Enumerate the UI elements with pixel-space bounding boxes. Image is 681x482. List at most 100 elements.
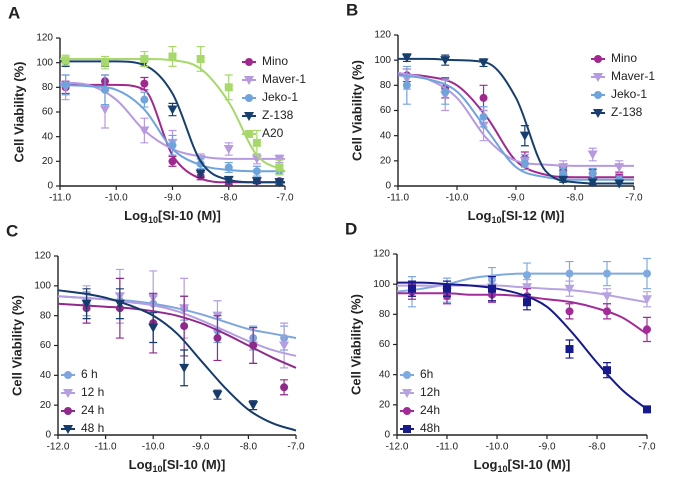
x-tick-label: -7.0 xyxy=(638,442,656,453)
marker xyxy=(402,81,411,90)
x-tick-label: -7.0 xyxy=(276,193,294,204)
marker xyxy=(101,58,109,67)
x-tick-label: -10.0 xyxy=(486,442,509,453)
y-tick-label: 120 xyxy=(34,251,51,262)
marker xyxy=(167,105,178,115)
legend-label: 12 h xyxy=(81,385,104,399)
y-tick-label: 0 xyxy=(47,181,53,192)
y-tick-label: 80 xyxy=(42,82,54,93)
marker xyxy=(223,145,234,154)
legend-marker xyxy=(594,55,602,63)
marker xyxy=(564,284,575,294)
marker xyxy=(280,383,289,392)
x-axis-label: Log10[SI-12 (M)] xyxy=(468,208,565,225)
panel-label: C xyxy=(6,221,18,240)
y-axis-label: Cell Viability (%) xyxy=(9,295,24,396)
marker xyxy=(275,163,284,172)
y-tick-label: 60 xyxy=(40,340,52,351)
legend-marker xyxy=(244,76,254,85)
legend-marker xyxy=(245,130,253,138)
marker xyxy=(440,56,451,66)
x-tick-label: -8.0 xyxy=(566,193,584,204)
marker xyxy=(587,178,598,188)
marker xyxy=(488,284,496,293)
y-tick-label: 100 xyxy=(373,279,390,290)
legend-label: 48 h xyxy=(81,421,104,435)
marker xyxy=(224,83,233,92)
marker xyxy=(643,325,651,334)
marker xyxy=(252,138,261,147)
legend-label: Maver-1 xyxy=(262,72,306,86)
marker xyxy=(61,80,70,89)
legend-marker xyxy=(593,109,603,118)
marker xyxy=(279,341,290,351)
legend-label: 24 h xyxy=(81,403,104,417)
marker xyxy=(643,405,651,414)
marker xyxy=(565,345,574,354)
legend-label: Jeko-1 xyxy=(611,87,647,101)
fit-curve xyxy=(57,295,297,340)
x-tick-label: -8.0 xyxy=(240,442,258,453)
marker xyxy=(249,341,258,350)
y-tick-label: 20 xyxy=(42,156,54,167)
y-tick-label: 40 xyxy=(42,131,54,142)
marker xyxy=(100,105,110,115)
marker xyxy=(565,307,574,316)
legend-marker xyxy=(403,425,411,433)
y-tick-label: 100 xyxy=(34,280,51,291)
legend-marker xyxy=(245,58,253,66)
marker xyxy=(212,390,223,400)
panel-label: B xyxy=(346,0,358,19)
marker xyxy=(602,292,612,302)
x-tick-label: -11.0 xyxy=(387,193,409,204)
legend-label: Maver-1 xyxy=(611,69,655,83)
y-tick-label: 60 xyxy=(379,339,391,350)
x-tick-label: -7.0 xyxy=(625,193,643,204)
legend-label: A20 xyxy=(262,126,284,140)
panel-label: D xyxy=(345,219,357,238)
x-axis-label: Log10[SI-10 (M)] xyxy=(124,208,221,225)
x-axis-label-part: 10 xyxy=(497,464,507,474)
marker xyxy=(180,322,189,331)
legend-marker xyxy=(64,371,72,379)
y-tick-label: 40 xyxy=(379,369,391,380)
x-axis-label: Log10[SI-10 (M)] xyxy=(129,457,226,474)
y-tick-label: 120 xyxy=(373,249,390,260)
legend-label: 48h xyxy=(420,421,440,435)
y-axis-label: Cell Viability (%) xyxy=(349,60,364,161)
legend-label: 6 h xyxy=(81,367,98,381)
marker xyxy=(603,307,611,316)
marker xyxy=(522,283,532,293)
y-tick-label: 80 xyxy=(380,80,392,91)
panel-label: A xyxy=(8,3,20,22)
x-tick-label: -11.0 xyxy=(436,442,458,453)
fit-curve xyxy=(60,60,285,184)
y-axis-label: Cell Viability (%) xyxy=(348,294,363,395)
marker xyxy=(213,334,222,343)
marker xyxy=(603,269,611,278)
legend-marker xyxy=(63,389,73,398)
x-axis-label-part: [SI-10 (M)] xyxy=(158,208,221,223)
y-tick-label: 0 xyxy=(385,181,391,192)
legend-label: Z-138 xyxy=(611,105,643,119)
marker xyxy=(479,93,488,102)
y-tick-label: 80 xyxy=(40,310,52,321)
x-tick-label: -7.0 xyxy=(287,442,305,453)
marker xyxy=(614,179,625,189)
fit-curve xyxy=(397,74,634,181)
marker xyxy=(642,295,652,305)
legend-label: 6h xyxy=(420,367,433,381)
marker xyxy=(251,177,262,187)
x-tick-label: -12.0 xyxy=(386,442,409,453)
marker xyxy=(558,163,569,173)
marker xyxy=(408,284,416,293)
legend-marker xyxy=(64,407,72,415)
legend-label: Mino xyxy=(611,51,637,65)
x-axis-label-part: 10 xyxy=(148,215,158,225)
fit-curve xyxy=(57,289,297,432)
marker xyxy=(81,299,92,309)
legend-marker xyxy=(403,407,411,415)
legend-marker xyxy=(244,112,254,121)
marker xyxy=(196,54,205,63)
y-tick-label: 60 xyxy=(380,105,392,116)
